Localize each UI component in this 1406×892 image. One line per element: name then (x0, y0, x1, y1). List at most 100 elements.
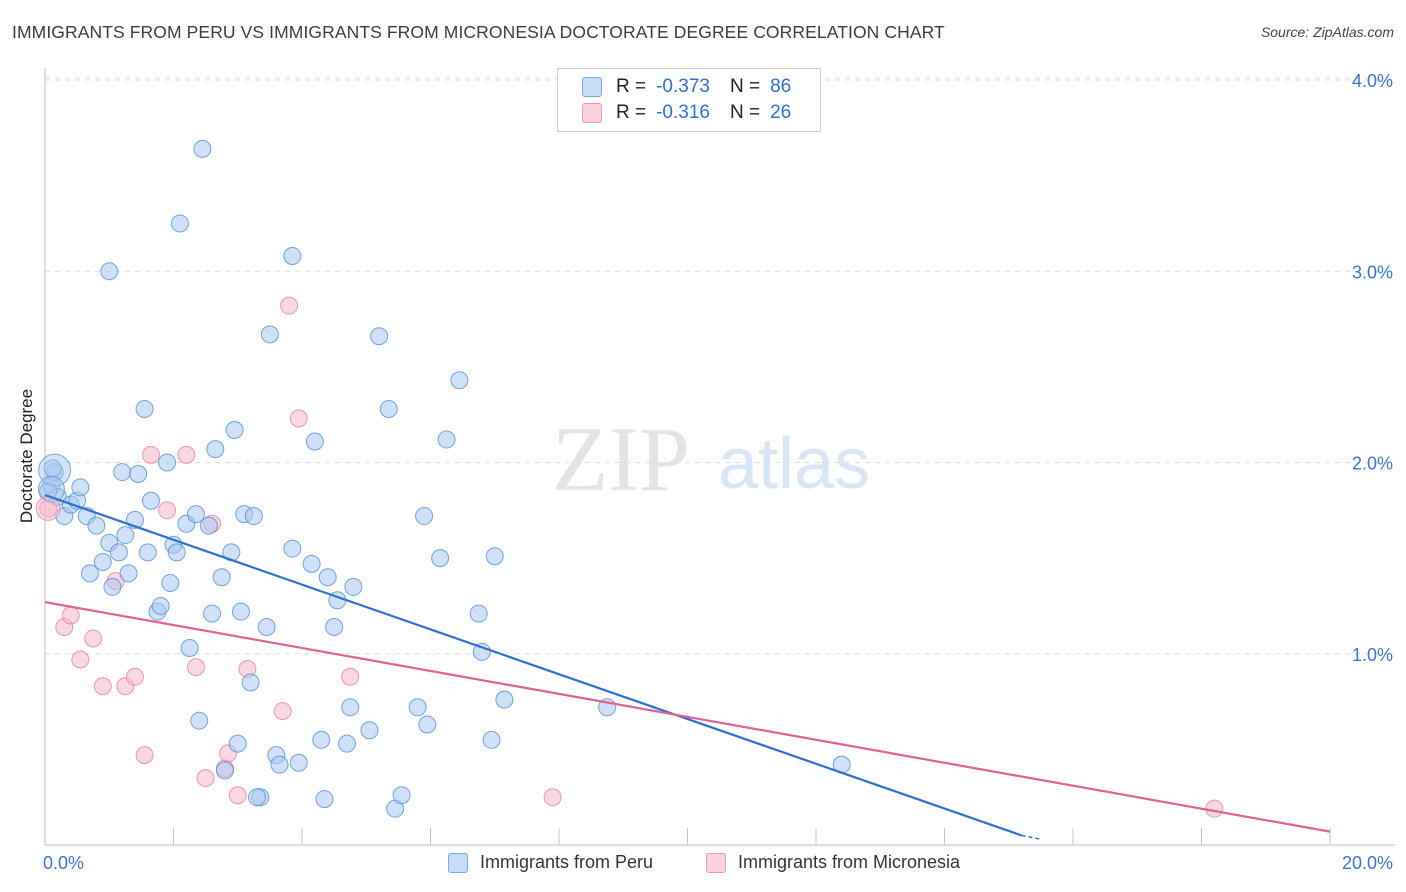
peru-point (392, 786, 411, 805)
legend-label-micronesia: Immigrants from Micronesia (738, 852, 961, 872)
micronesia-point (84, 629, 103, 648)
micronesia-legend-swatch (706, 852, 726, 873)
peru-point (203, 604, 222, 623)
peru-point (315, 790, 334, 809)
micronesia-point (280, 296, 299, 315)
micronesia-point (186, 658, 205, 677)
stats-legend-row-peru: R = -0.373 N = 86 (582, 75, 791, 99)
peru-point (212, 568, 231, 587)
peru-point (180, 639, 199, 658)
micronesia-point (196, 769, 215, 788)
peru-point (80, 564, 99, 583)
peru-point (116, 526, 135, 545)
peru-point (190, 711, 209, 730)
stats-legend-row-micronesia: R = -0.316 N = 26 (582, 101, 791, 125)
peru-point (135, 399, 154, 418)
legend-item-peru[interactable]: Immigrants from Peru (448, 852, 653, 873)
peru-point (325, 617, 344, 636)
peru-point (305, 432, 324, 451)
peru-legend-swatch (448, 852, 468, 873)
r-value: -0.373 (656, 76, 710, 97)
micronesia-point (71, 650, 90, 669)
peru-point (283, 539, 302, 558)
r-label: R = (616, 76, 647, 97)
micronesia-swatch (582, 103, 602, 123)
micronesia-point (158, 501, 177, 520)
peru-point (87, 516, 106, 535)
peru-point (248, 788, 267, 807)
y-tick-label: 2.0% (1352, 454, 1393, 474)
micronesia-point (273, 702, 292, 721)
micronesia-point (177, 445, 196, 464)
peru-point (341, 698, 360, 717)
peru-point (100, 262, 119, 281)
y-axis-label: Doctorate Degree (17, 388, 36, 524)
peru-point (370, 327, 389, 346)
micronesia-point (142, 445, 161, 464)
peru-point (186, 505, 205, 524)
peru-point (109, 543, 128, 562)
peru-point (302, 554, 321, 573)
micronesia-point (125, 667, 144, 686)
peru-point (408, 698, 427, 717)
peru-point (161, 573, 180, 592)
series-legend: Immigrants from Peru Immigrants from Mic… (0, 852, 1406, 878)
peru-point (469, 604, 488, 623)
micronesia-point (228, 786, 247, 805)
peru-point (337, 734, 356, 753)
peru-point (379, 399, 398, 418)
n-value: 86 (770, 76, 792, 97)
x-tick-label: 0.0% (43, 853, 84, 873)
peru-point (241, 673, 260, 692)
peru-point (283, 246, 302, 265)
peru-point (244, 507, 263, 526)
stats-legend: R = -0.373 N = 86 R = -0.316 N = 26 (557, 68, 821, 132)
peru-point (270, 755, 289, 774)
peru-point (231, 602, 250, 621)
peru-point (225, 420, 244, 439)
peru-point (472, 642, 491, 661)
watermark-zip: ZIP (552, 408, 690, 510)
peru-point (228, 734, 247, 753)
n-value: 26 (770, 102, 792, 123)
peru-point (437, 430, 456, 449)
peru-point (103, 577, 122, 596)
micronesia-point (135, 746, 154, 765)
y-tick-label: 4.0% (1352, 71, 1393, 91)
peru-point (360, 721, 379, 740)
peru-point (482, 730, 501, 749)
peru-point (193, 139, 212, 158)
peru-point (431, 549, 450, 568)
peru-point (206, 440, 225, 459)
peru-point (415, 507, 434, 526)
r-value: -0.316 (656, 102, 710, 123)
peru-point (257, 617, 276, 636)
legend-label-peru: Immigrants from Peru (480, 852, 654, 872)
chart-title: IMMIGRANTS FROM PERU VS IMMIGRANTS FROM … (12, 22, 945, 42)
peru-point (344, 577, 363, 596)
legend-item-micronesia[interactable]: Immigrants from Micronesia (706, 852, 960, 873)
y-tick-label: 1.0% (1352, 645, 1393, 665)
micronesia-point (1205, 799, 1224, 818)
peru-point (151, 596, 170, 615)
micronesia-point (543, 788, 562, 807)
n-label: N = (729, 102, 761, 123)
peru-point (215, 761, 234, 780)
y-tick-label: 3.0% (1352, 262, 1393, 282)
peru-point (158, 453, 177, 472)
peru-point (129, 464, 148, 483)
peru-point (119, 564, 138, 583)
peru-point (318, 568, 337, 587)
peru-point (71, 478, 90, 497)
peru-point (289, 753, 308, 772)
peru-point (418, 715, 437, 734)
peru-point (485, 547, 504, 566)
peru-point (199, 516, 218, 535)
peru-point (93, 552, 112, 571)
peru-point (260, 325, 279, 344)
peru-point (450, 371, 469, 390)
micronesia-point (61, 606, 80, 625)
peru-point (312, 730, 331, 749)
peru-trendline-extension (1021, 834, 1042, 840)
